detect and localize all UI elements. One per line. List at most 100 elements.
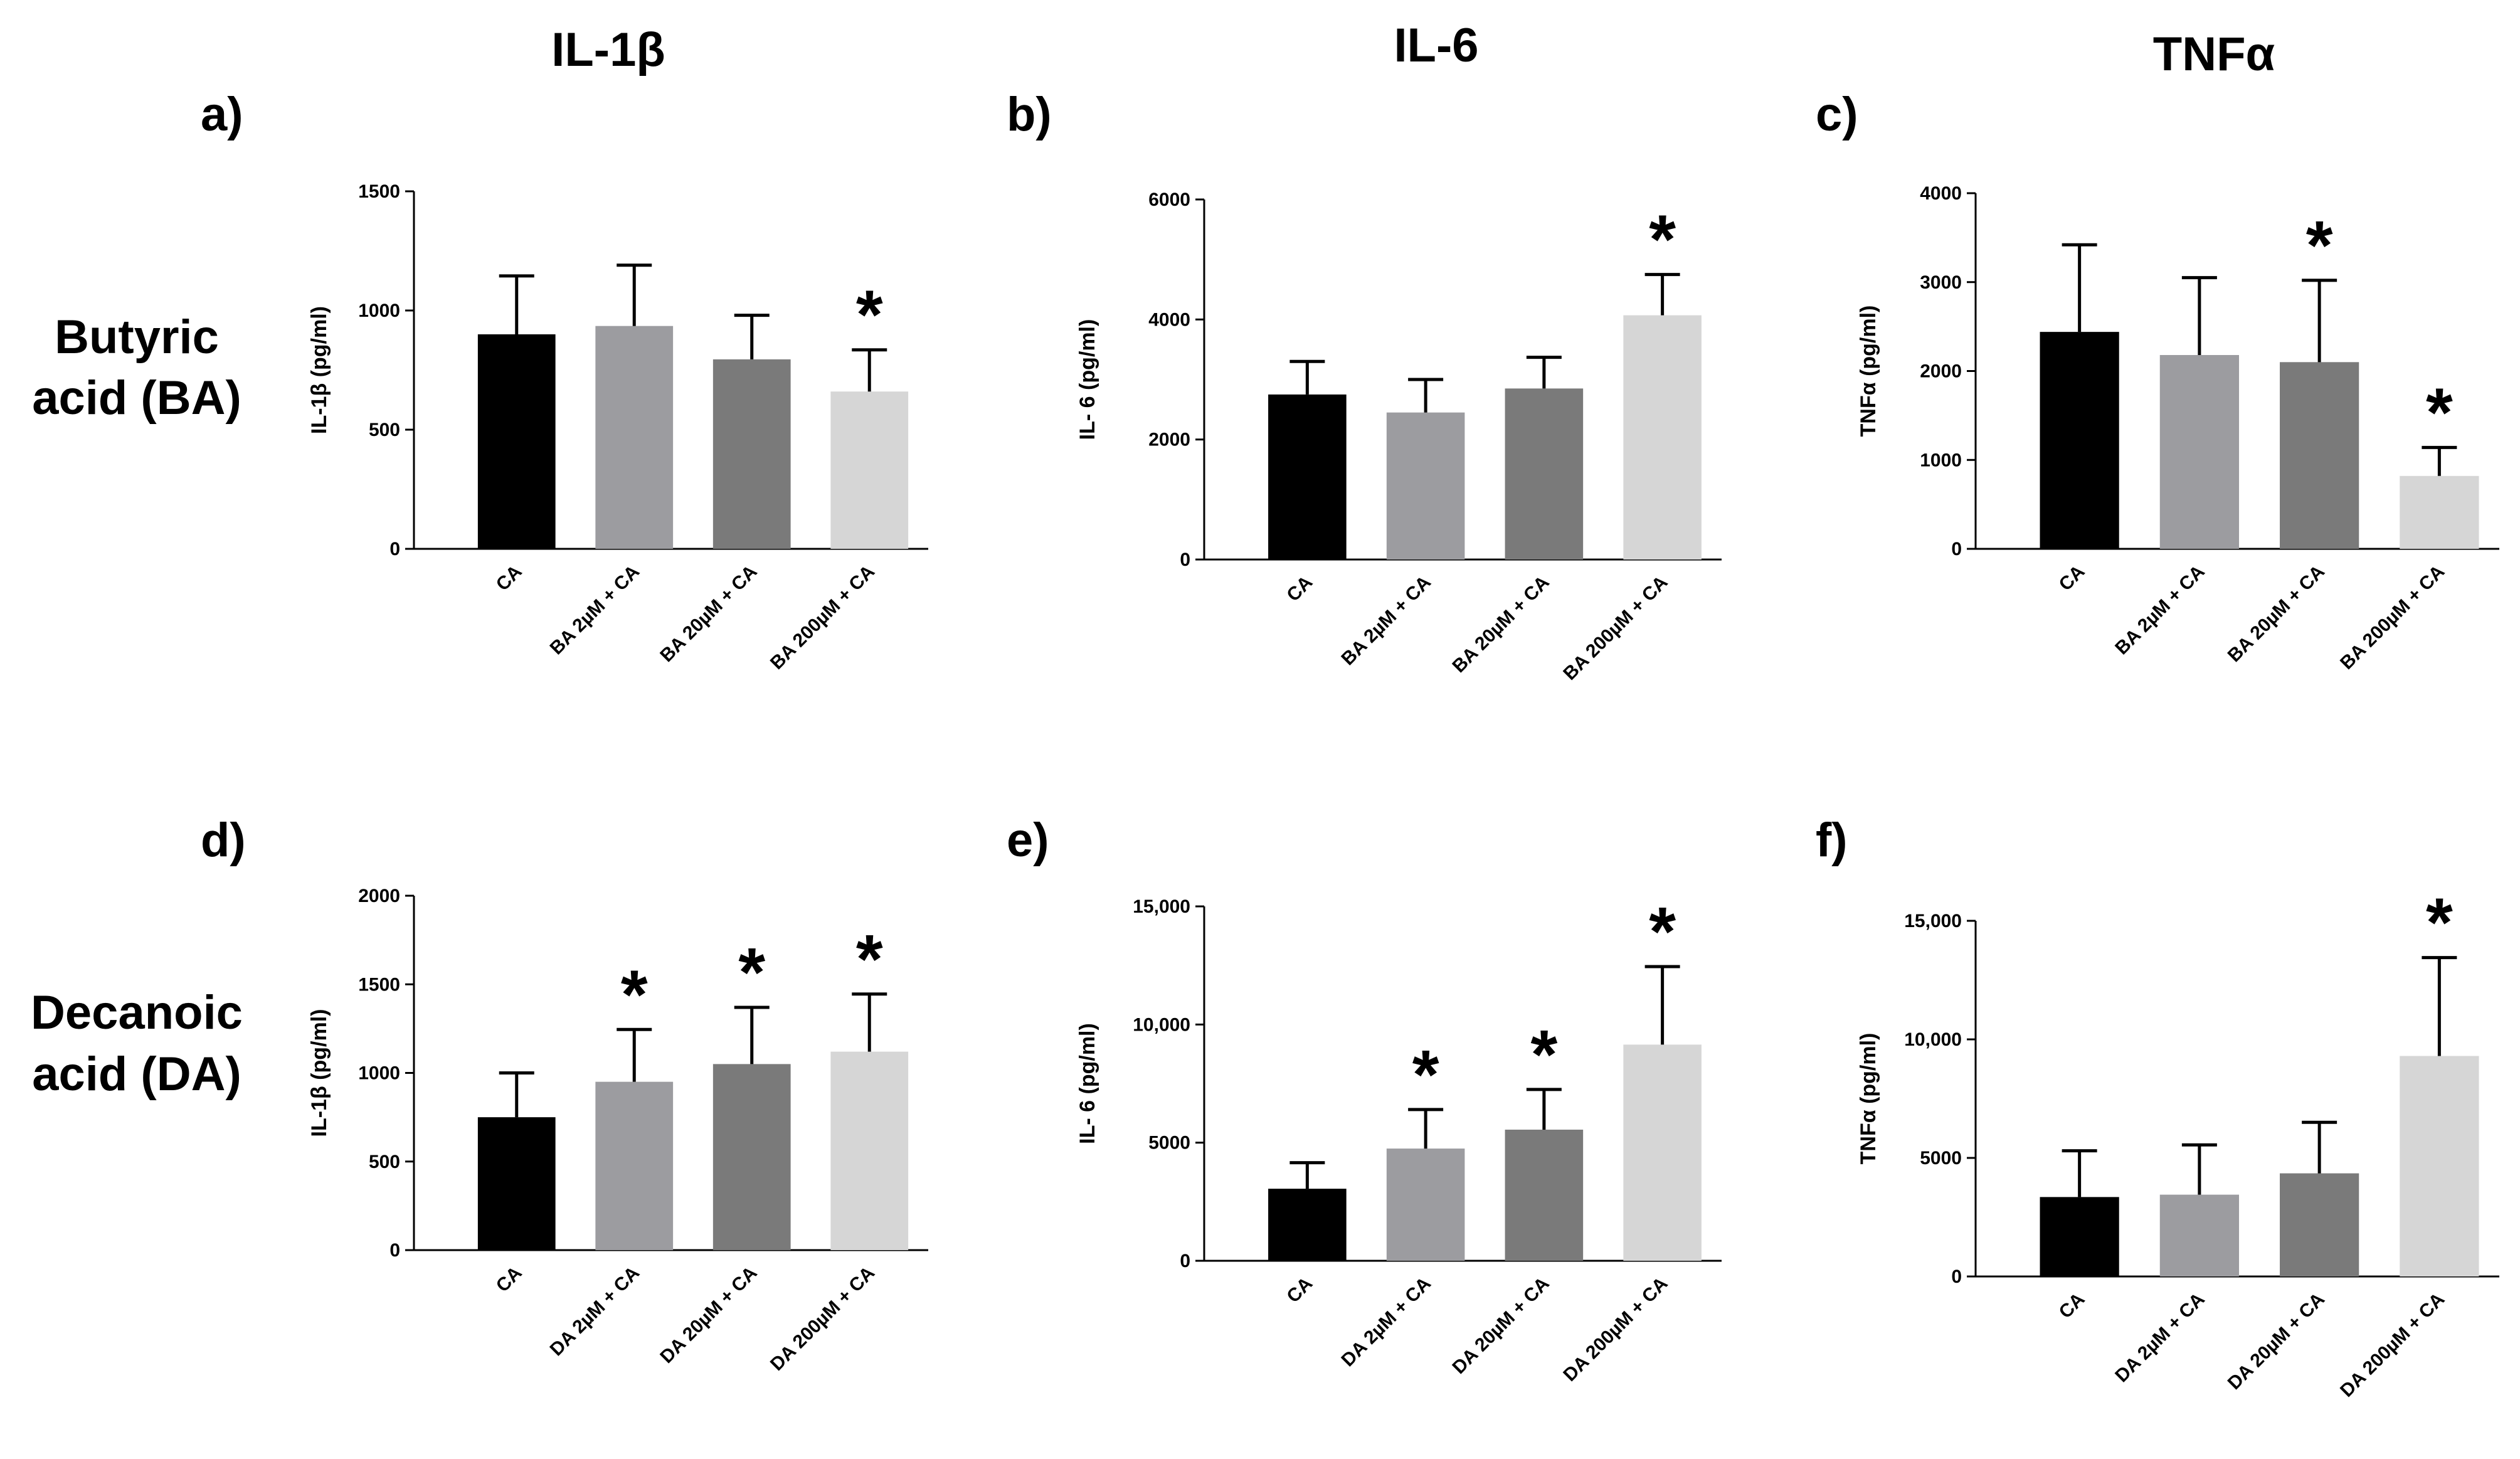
significance-star: * — [2426, 374, 2453, 451]
bar — [2040, 1197, 2119, 1276]
category-label: DA 200µM + CA — [766, 1263, 879, 1375]
y-tick-label: 5000 — [1148, 1133, 1190, 1154]
category-label: DA 2µM + CA — [546, 1263, 644, 1361]
y-tick-label: 4000 — [1148, 309, 1190, 330]
category-label: CA — [2055, 561, 2089, 595]
category-label: BA 20µM + CA — [656, 561, 761, 666]
y-tick-label: 0 — [389, 1240, 400, 1261]
significance-star: * — [856, 277, 883, 354]
row-label-ba-line2: acid (BA) — [32, 371, 241, 425]
bar — [2400, 1056, 2479, 1276]
category-label: DA 200µM + CA — [1559, 1273, 1671, 1386]
y-axis-label: IL-1β (pg/ml) — [307, 1009, 331, 1137]
category-label: BA 2µM + CA — [1337, 572, 1435, 670]
bar — [477, 334, 556, 549]
y-tick-label: 0 — [1951, 1266, 1962, 1287]
bar — [830, 391, 909, 549]
bar — [2040, 332, 2119, 549]
category-label: CA — [1283, 572, 1316, 606]
y-tick-label: 0 — [1951, 539, 1962, 560]
column-header-tnfa: TNFα — [2153, 28, 2275, 81]
category-label: CA — [492, 561, 526, 595]
category-label: BA 20µM + CA — [2224, 561, 2329, 666]
panel-letter-b: b) — [1007, 88, 1052, 141]
significance-star: * — [2306, 207, 2333, 284]
significance-star: * — [1649, 893, 1676, 970]
category-label: DA 20µM + CA — [1448, 1273, 1553, 1378]
y-tick-label: 5000 — [1920, 1148, 1962, 1169]
significance-star: * — [1530, 1016, 1557, 1093]
panel-letter-a: a) — [201, 88, 243, 141]
y-tick-label: 2000 — [1148, 430, 1190, 450]
bar — [477, 1117, 556, 1250]
category-label: BA 200µM + CA — [2336, 561, 2449, 674]
significance-star: * — [738, 934, 765, 1011]
y-tick-label: 1000 — [358, 1063, 400, 1084]
bar — [595, 326, 674, 549]
bar — [1623, 1044, 1702, 1261]
y-tick-label: 0 — [1180, 1251, 1190, 1271]
y-tick-label: 500 — [369, 1152, 400, 1172]
bar — [2159, 1194, 2239, 1276]
y-tick-label: 10,000 — [1133, 1014, 1190, 1035]
y-tick-label: 6000 — [1148, 189, 1190, 210]
row-label-ba-line1: Butyric — [55, 310, 219, 364]
bar — [1268, 394, 1347, 560]
category-label: BA 2µM + CA — [546, 561, 644, 659]
chart-panel-d: 0 500 1000 1500 2000 IL-1β (pg/ml) CA * DA 2µM +… — [307, 886, 928, 1375]
y-axis-label: IL- 6 (pg/ml) — [1076, 1023, 1099, 1144]
bar — [712, 359, 791, 549]
y-tick-label: 0 — [1180, 549, 1190, 570]
bar — [712, 1064, 791, 1250]
bar — [2400, 475, 2479, 549]
significance-star: * — [1649, 201, 1676, 279]
column-header-il6: IL-6 — [1394, 19, 1478, 72]
bar — [1505, 388, 1584, 560]
y-axis-label: TNFα (pg/ml) — [1856, 1033, 1880, 1165]
category-label: DA 2µM + CA — [1337, 1273, 1435, 1371]
y-tick-label: 1000 — [358, 300, 400, 321]
y-tick-label: 15,000 — [1904, 911, 1962, 931]
bar — [2159, 354, 2239, 549]
bar — [595, 1081, 674, 1250]
y-tick-label: 3000 — [1920, 272, 1962, 293]
y-axis-label: IL-1β (pg/ml) — [307, 306, 331, 434]
y-tick-label: 1500 — [358, 974, 400, 995]
category-label: CA — [1283, 1273, 1316, 1307]
significance-star: * — [2426, 884, 2453, 962]
chart-panel-b: 0 2000 4000 6000 IL- 6 (pg/ml) CA BA 2µM + CA B… — [1076, 189, 1722, 684]
panel-letter-f: f) — [1816, 814, 1848, 867]
y-tick-label: 4000 — [1920, 183, 1962, 204]
category-label: DA 20µM + CA — [656, 1263, 761, 1367]
category-label: BA 200µM + CA — [766, 561, 879, 674]
chart-panel-e: 0 5000 10,000 15,000 IL- 6 (pg/ml) CA * DA 2µM … — [1076, 893, 1722, 1386]
category-label: CA — [2055, 1289, 2089, 1323]
category-label: BA 2µM + CA — [2111, 561, 2209, 659]
bar — [2280, 362, 2359, 549]
panel-letter-e: e) — [1007, 814, 1049, 867]
bar — [2280, 1173, 2359, 1276]
y-axis-label: TNFα (pg/ml) — [1856, 305, 1880, 437]
y-axis-label: IL- 6 (pg/ml) — [1076, 319, 1099, 440]
panel-letter-c: c) — [1816, 88, 1858, 141]
category-label: DA 20µM + CA — [2224, 1289, 2329, 1394]
significance-star: * — [621, 956, 648, 1033]
row-label-da-line1: Decanoic — [31, 986, 243, 1039]
category-label: DA 2µM + CA — [2111, 1289, 2209, 1387]
category-label: BA 20µM + CA — [1448, 572, 1553, 677]
category-label: DA 200µM + CA — [2336, 1289, 2449, 1401]
y-tick-label: 10,000 — [1904, 1029, 1962, 1050]
y-tick-label: 15,000 — [1133, 896, 1190, 917]
bar — [1386, 412, 1465, 560]
bar — [830, 1051, 909, 1250]
panel-letter-d: d) — [201, 814, 246, 867]
bar — [1623, 315, 1702, 560]
chart-panel-c: 0 1000 2000 3000 4000 TNFα (pg/ml) CA BA 2µM + … — [1856, 183, 2499, 674]
y-tick-label: 500 — [369, 420, 400, 440]
y-tick-label: 2000 — [358, 886, 400, 906]
y-tick-label: 0 — [389, 539, 400, 560]
y-tick-label: 2000 — [1920, 361, 1962, 382]
significance-star: * — [1412, 1036, 1439, 1113]
